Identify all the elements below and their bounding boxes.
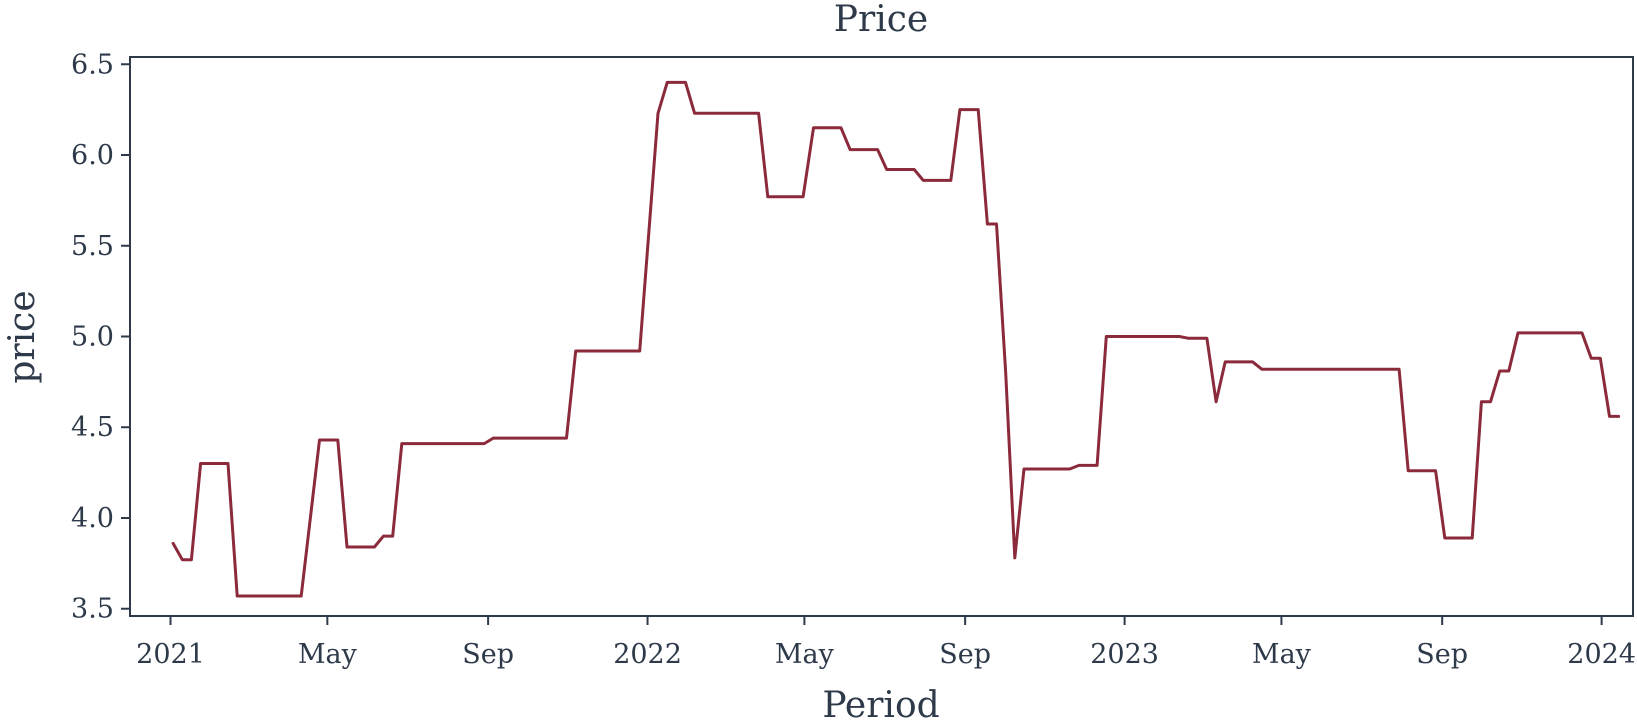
chart-title: Price xyxy=(834,0,928,40)
y-tick-label: 5.0 xyxy=(71,322,114,353)
y-tick-label: 3.5 xyxy=(71,594,114,625)
x-tick-label: Sep xyxy=(939,639,991,670)
x-tick-label: May xyxy=(1252,639,1312,670)
x-tick-label: May xyxy=(298,639,358,670)
plot-series xyxy=(171,80,1621,598)
x-tick-label: Sep xyxy=(462,639,514,670)
x-tick-label: 2021 xyxy=(136,639,205,670)
x-tick-label: 2024 xyxy=(1567,639,1636,670)
y-tick-label: 4.0 xyxy=(71,503,114,534)
y-tick-label: 5.5 xyxy=(71,231,114,262)
x-tick-label: 2023 xyxy=(1090,639,1159,670)
x-tick-label: May xyxy=(775,639,835,670)
y-tick-label: 6.0 xyxy=(71,140,114,171)
plot-frame xyxy=(129,56,1634,617)
y-tick-label: 6.5 xyxy=(71,49,114,80)
x-tick-label: Sep xyxy=(1416,639,1468,670)
x-tick-label: 2022 xyxy=(613,639,682,670)
y-tick-label: 4.5 xyxy=(71,412,114,443)
y-axis-label: price xyxy=(2,290,43,383)
y-axis: 3.5 4.0 4.5 5.0 5.5 6.0 6.5 xyxy=(71,49,130,625)
price-line xyxy=(171,80,1621,598)
x-axis: 2021 May Sep 2022 May Sep 2023 May Sep 2024 xyxy=(136,616,1636,670)
x-axis-label: Period xyxy=(822,685,939,726)
